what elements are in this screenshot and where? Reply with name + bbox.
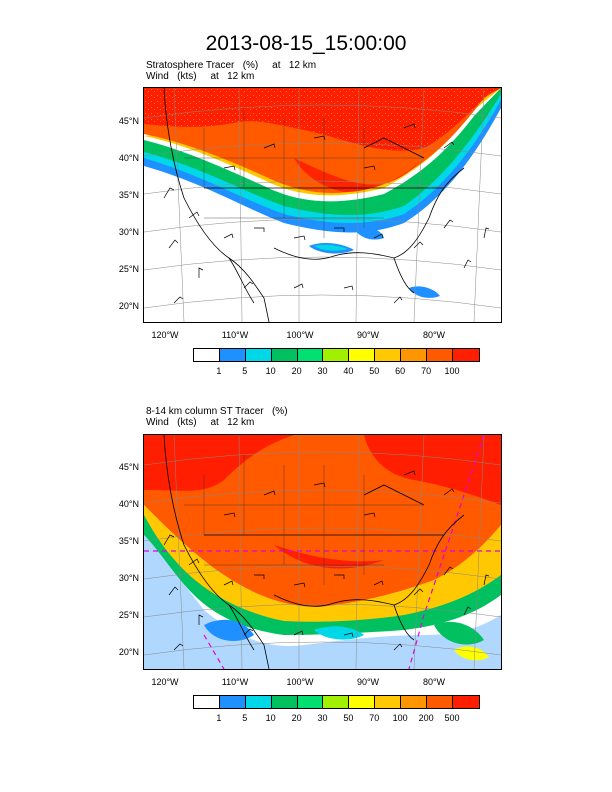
colorbar-swatch bbox=[194, 696, 220, 708]
colorbar-swatch bbox=[297, 696, 324, 708]
p1-lat-30: 30°N bbox=[118, 227, 139, 237]
plot-title: 2013-08-15_15:00:00 bbox=[205, 32, 407, 55]
colorbar-swatch bbox=[271, 349, 298, 361]
colorbar-swatch bbox=[349, 349, 376, 361]
p2-graticule bbox=[144, 435, 501, 669]
colorbar-label: 10 bbox=[265, 366, 276, 376]
p1-patch-4 bbox=[354, 226, 384, 240]
panel2-colorbar bbox=[193, 695, 480, 709]
p2-lat-45: 45°N bbox=[118, 462, 139, 472]
panel2-map-svg bbox=[144, 435, 501, 669]
p2-state-borders bbox=[184, 455, 424, 585]
colorbar-label: 50 bbox=[343, 713, 354, 723]
colorbar-label: 30 bbox=[317, 366, 328, 376]
p1-lat-45: 45°N bbox=[118, 116, 139, 126]
p2-lat-35: 35°N bbox=[118, 536, 139, 546]
panel1-map-svg bbox=[144, 88, 501, 322]
p1-field-red-south bbox=[294, 158, 424, 192]
p1-lat-40: 40°N bbox=[118, 153, 139, 163]
panel1-colorbar bbox=[193, 348, 480, 362]
p2-lon-80: 80°W bbox=[422, 677, 446, 687]
p2-lat-20: 20°N bbox=[118, 647, 139, 657]
p1-lon-80: 80°W bbox=[422, 330, 446, 340]
p1-wind-barbs bbox=[163, 123, 490, 304]
p2-patch-2 bbox=[314, 626, 364, 640]
colorbar-label: 20 bbox=[291, 366, 302, 376]
colorbar-label: 200 bbox=[418, 713, 434, 723]
p1-lon-110: 110°W bbox=[221, 330, 249, 340]
colorbar-swatch bbox=[375, 349, 402, 361]
panel1-caption-line2: Wind (kts) at 12 km bbox=[146, 71, 255, 82]
colorbar-label: 5 bbox=[242, 713, 248, 723]
colorbar-label: 50 bbox=[369, 366, 380, 376]
colorbar-label: 500 bbox=[444, 713, 460, 723]
p2-field-red bbox=[144, 435, 294, 491]
colorbar-label: 70 bbox=[369, 713, 380, 723]
colorbar-swatch bbox=[375, 696, 402, 708]
p2-patch-3 bbox=[434, 621, 484, 645]
p1-state-borders bbox=[184, 108, 424, 238]
p1-field-green bbox=[144, 88, 501, 216]
colorbar-swatch bbox=[427, 349, 453, 361]
colorbar-swatch bbox=[194, 349, 220, 361]
panel2-caption-line2: Wind (kts) at 12 km bbox=[146, 417, 255, 428]
p2-lon-100: 100°W bbox=[286, 677, 314, 687]
p1-patch-2 bbox=[314, 244, 348, 251]
colorbar-swatch bbox=[297, 349, 324, 361]
panel2-caption-line1: 8-14 km column ST Tracer (%) bbox=[146, 406, 288, 417]
colorbar-label: 1 bbox=[216, 713, 222, 723]
p1-coastlines bbox=[163, 88, 465, 322]
colorbar-label: 100 bbox=[392, 713, 408, 723]
colorbar-swatch bbox=[323, 349, 350, 361]
colorbar-label: 10 bbox=[265, 713, 276, 723]
p2-field-red-mid bbox=[274, 545, 384, 569]
colorbar-swatch bbox=[271, 696, 298, 708]
p1-lat-25: 25°N bbox=[118, 264, 139, 274]
colorbar-label: 60 bbox=[395, 366, 406, 376]
colorbar-swatch bbox=[245, 696, 272, 708]
p2-lon-90: 90°W bbox=[356, 677, 380, 687]
colorbar-swatch bbox=[219, 349, 246, 361]
p2-lon-120: 120°W bbox=[151, 677, 179, 687]
p1-lon-120: 120°W bbox=[151, 330, 179, 340]
p1-patch-3 bbox=[409, 286, 440, 298]
p1-graticule bbox=[144, 88, 501, 322]
p1-lon-90: 90°W bbox=[356, 330, 380, 340]
panel2-map bbox=[143, 434, 502, 670]
colorbar-label: 20 bbox=[291, 713, 302, 723]
colorbar-label: 40 bbox=[343, 366, 354, 376]
p2-lon-110: 110°W bbox=[221, 677, 249, 687]
p1-field-red bbox=[144, 88, 501, 151]
colorbar-swatch bbox=[452, 349, 479, 361]
p1-lat-35: 35°N bbox=[118, 190, 139, 200]
colorbar-swatch bbox=[401, 696, 428, 708]
colorbar-label: 5 bbox=[242, 366, 248, 376]
panel1-map bbox=[143, 87, 502, 323]
colorbar-swatch bbox=[219, 696, 246, 708]
colorbar-label: 1 bbox=[216, 366, 222, 376]
p2-wind-barbs bbox=[163, 470, 490, 651]
p1-lon-100: 100°W bbox=[286, 330, 314, 340]
panel1-caption-line1: Stratosphere Tracer (%) at 12 km bbox=[146, 60, 317, 71]
p2-dashed-lines bbox=[144, 435, 501, 669]
colorbar-swatch bbox=[323, 696, 350, 708]
p1-lat-20: 20°N bbox=[118, 301, 139, 311]
colorbar-swatch bbox=[349, 696, 376, 708]
p2-lat-25: 25°N bbox=[118, 610, 139, 620]
colorbar-label: 70 bbox=[421, 366, 432, 376]
colorbar-swatch bbox=[401, 349, 428, 361]
colorbar-label: 100 bbox=[444, 366, 460, 376]
p2-lat-30: 30°N bbox=[118, 573, 139, 583]
colorbar-swatch bbox=[245, 349, 272, 361]
p2-lat-40: 40°N bbox=[118, 499, 139, 509]
colorbar-label: 30 bbox=[317, 713, 328, 723]
colorbar-swatch bbox=[452, 696, 479, 708]
colorbar-swatch bbox=[427, 696, 453, 708]
